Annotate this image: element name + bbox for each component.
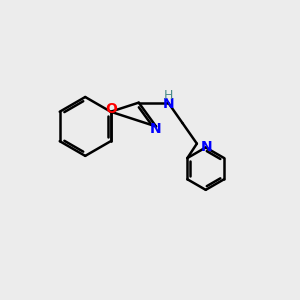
Text: N: N — [163, 97, 175, 110]
Text: N: N — [150, 122, 162, 136]
Text: H: H — [164, 89, 173, 102]
Text: N: N — [201, 140, 212, 154]
Text: O: O — [106, 102, 118, 116]
